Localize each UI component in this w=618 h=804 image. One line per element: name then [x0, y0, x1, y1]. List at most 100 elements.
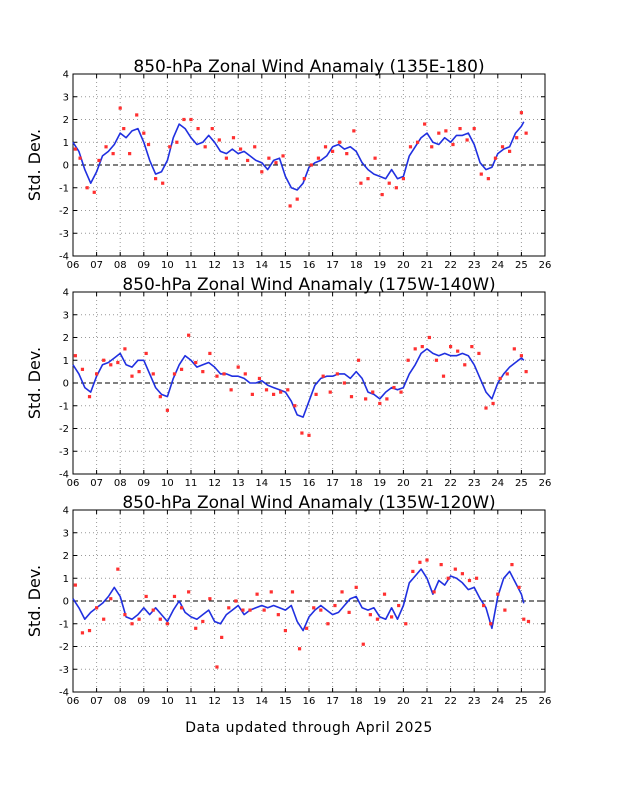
panel-2-data-point [420, 345, 424, 349]
panel-3-data-point [179, 606, 184, 610]
panel-3-data-point [201, 619, 205, 624]
panel-1-data-point [338, 140, 342, 144]
panel-2-data-point [194, 360, 198, 365]
panel-2-x-tick-label: 15 [279, 478, 292, 489]
panel-2-y-tick-label: -3 [59, 447, 69, 458]
panel-1-data-point [104, 145, 108, 149]
panel-1-data-point [515, 136, 519, 140]
panel-1-x-tick-label: 24 [491, 260, 504, 271]
panel-1-data-point [465, 138, 469, 142]
panel-2-data-point [470, 345, 474, 349]
panel-2-data-point [498, 376, 502, 381]
panel-3-data-point [418, 560, 422, 564]
panel-3-data-point [446, 576, 450, 580]
panel-3-data-point [333, 603, 337, 608]
panel-3-data-point [123, 613, 127, 617]
panel-2-data-point [512, 347, 516, 351]
panel-3-y-tick-label: 2 [63, 551, 69, 562]
panel-2-data-point [456, 349, 460, 353]
panel-3-data-point [496, 592, 500, 596]
panel-2-x-tick-label: 06 [67, 478, 80, 489]
panel-3-x-tick-label: 06 [67, 696, 80, 707]
panel-1-y-tick-label: 1 [63, 138, 69, 149]
panel-3-x-tick-label: 21 [421, 696, 434, 707]
panel-2-data-point [335, 372, 339, 376]
panel-1-data-point [238, 147, 243, 151]
panel-1-data-point [331, 149, 335, 153]
panel-1-data-point [508, 149, 512, 153]
panel-2-data-point [328, 390, 332, 394]
panel-3-x-tick-label: 22 [444, 696, 457, 707]
panel-2-data-point [215, 374, 219, 378]
panel-1-data-point [135, 113, 139, 117]
panel-2-data-point [257, 376, 262, 381]
panel-3-y-tick-label: -2 [59, 642, 69, 653]
panel-2-x-tick-label: 11 [185, 478, 198, 489]
panel-2-data-point [371, 390, 375, 394]
panel-2-x-tick-label: 23 [468, 478, 481, 489]
panel-1-data-point [142, 131, 146, 135]
panel-1-data-point [161, 181, 165, 185]
panel-3-data-point [482, 603, 486, 608]
panel-3-x-tick-label: 26 [539, 696, 552, 707]
panel-2-y-tick-label: -2 [59, 424, 69, 435]
panel-3-data-point [220, 635, 224, 639]
panel-1-data-point [359, 181, 363, 185]
panel-3-data-point [80, 631, 85, 635]
panel-1-data-point [524, 131, 528, 135]
panel-3-y-tick-label: 0 [63, 597, 69, 608]
panel-2-data-point [505, 372, 509, 376]
panel-1-data-point [493, 156, 498, 160]
panel-2-x-tick-label: 17 [326, 478, 339, 489]
panel-3-data-point [382, 592, 387, 596]
panel-2-data-point [229, 388, 233, 392]
panel-1-data-point [302, 177, 306, 181]
panel-3-data-point [241, 608, 245, 612]
panel-2-data-point [151, 372, 155, 376]
panel-3-x-tick-label: 12 [208, 696, 221, 707]
panel-3-y-tick-label: 1 [63, 574, 69, 585]
panel-2-data-point [463, 363, 467, 367]
panel-3-x-tick-label: 14 [255, 696, 268, 707]
panel-3-x-tick-label: 23 [468, 696, 481, 707]
panel-3-data-point [326, 622, 330, 626]
panel-2-data-point [95, 372, 99, 376]
panel-2-data-point [491, 401, 495, 406]
panel-3-data-point [102, 617, 106, 621]
panel-3-data-point [290, 590, 295, 594]
panel-2-y-tick-label: 1 [63, 356, 69, 367]
panel-1-data-point [288, 204, 292, 208]
panel-3-data-point [340, 590, 344, 594]
panel-1-y-axis-label: Std. Dev. [25, 129, 44, 201]
panel-3-data-point [165, 622, 169, 626]
panel-1-x-tick-label: 10 [161, 260, 174, 271]
panel-3-data-point [361, 642, 365, 646]
panel-1-data-point [85, 186, 89, 190]
panel-3-x-tick-label: 19 [373, 696, 386, 707]
panel-3-x-tick-label: 16 [303, 696, 316, 707]
panel-1-x-tick-label: 14 [255, 260, 268, 271]
panel-2-data-point [158, 395, 162, 399]
panel-3-y-tick-label: 4 [63, 506, 69, 517]
panel-1-x-tick-label: 12 [208, 260, 221, 271]
panel-1-data-point [352, 129, 356, 133]
panel-3-data-point [194, 626, 198, 630]
panel-3-data-point [375, 617, 380, 621]
panel-1-y-tick-label: -1 [59, 183, 69, 194]
panel-1-data-point [295, 197, 299, 201]
panel-3-y-tick-label: 3 [63, 528, 69, 539]
panel-1-data-point [373, 156, 377, 160]
panel-2-data-point [172, 372, 177, 376]
panel-3-plot: 06 07 08 09 10 11 12 13 14 15 16 17 18 19 20 21 22 23 24 25… [59, 506, 551, 708]
panel-3-data-point [262, 608, 266, 612]
panel-2-x-tick-label: 16 [303, 478, 316, 489]
panel-3-data-point [130, 622, 134, 626]
panel-3-data-point [255, 592, 259, 596]
panel-2-y-tick-label: 3 [63, 310, 69, 321]
panel-1-data-point [210, 127, 214, 131]
panel-1-data-point [217, 138, 221, 142]
panel-3: 850-hPa Zonal Wind Anamaly (135W-120W) S… [25, 493, 551, 707]
panel-1-data-point [78, 156, 82, 160]
panel-2-data-point [102, 358, 106, 362]
panel-1-data-point [486, 177, 490, 181]
